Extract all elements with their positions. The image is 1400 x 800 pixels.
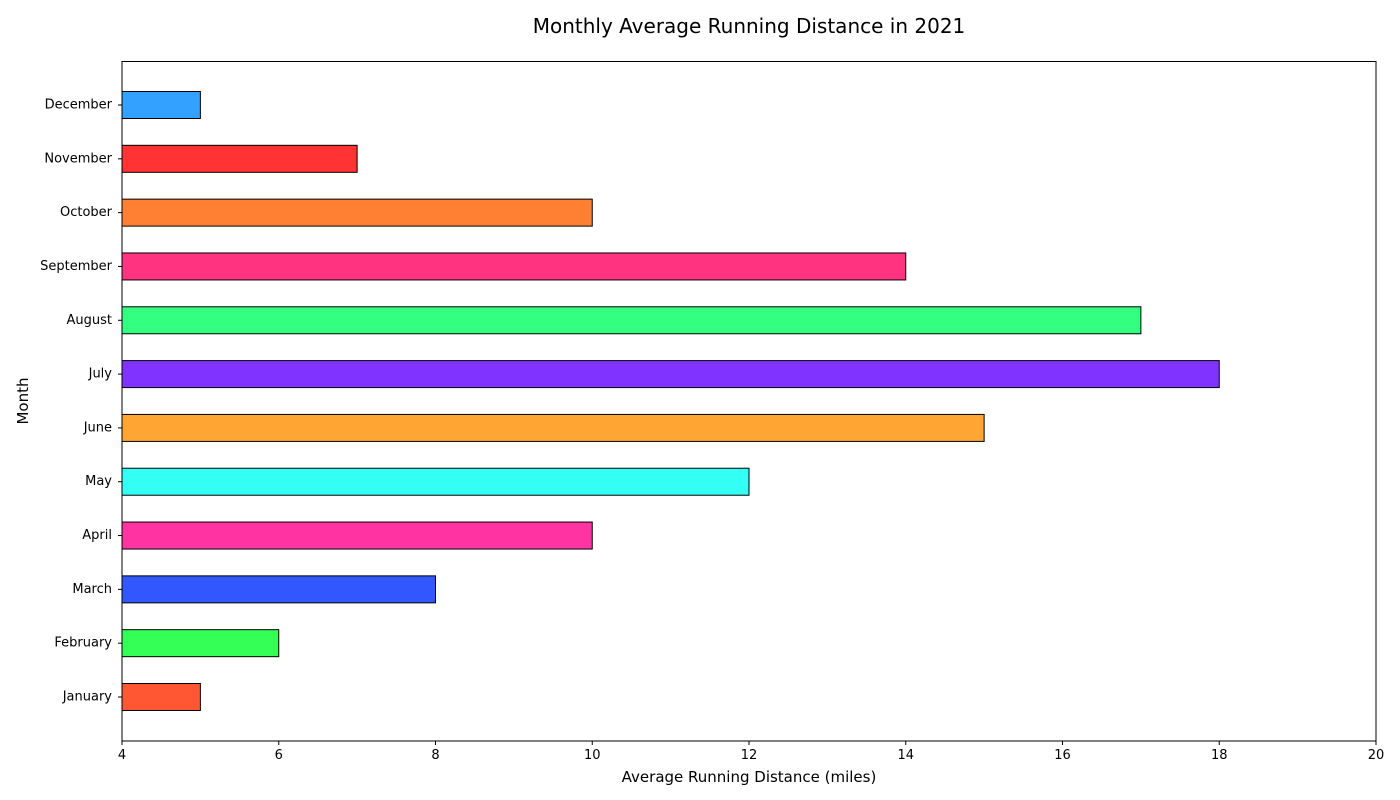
x-tick-label: 4 [118,748,126,763]
x-tick-label: 6 [275,748,283,763]
bar-january [121,683,201,711]
bar-august [121,306,1142,335]
bar-july [121,360,1220,389]
ticks-layer: January February March April May June July Augu… [40,98,1384,764]
y-tick-label: August [67,313,113,328]
y-tick-label: December [45,98,113,113]
x-tick-label: 10 [584,748,601,763]
x-tick-label: 8 [431,748,439,763]
x-tick-label: 12 [741,748,758,763]
bars-layer [121,91,1220,711]
plot-area-frame [121,61,1377,742]
bar-october [121,198,593,227]
y-tick-label: January [62,690,113,705]
bar-november [121,144,358,173]
y-tick-label: February [54,636,112,651]
bar-april [121,521,593,550]
bar-february [121,629,280,658]
y-tick-label: April [82,528,112,543]
bar-september [121,252,907,281]
bar-december [121,91,201,119]
bar-may [121,467,750,496]
bar-march [121,575,436,604]
x-axis-label: Average Running Distance (miles) [622,768,877,786]
y-tick-label: June [83,420,112,435]
y-tick-label: March [72,582,112,597]
y-tick-label: October [60,205,113,220]
y-tick-label: November [44,151,112,166]
x-tick-label: 18 [1211,748,1228,763]
x-tick-label: 20 [1368,748,1385,763]
chart-title: Monthly Average Running Distance in 2021 [533,14,966,38]
y-tick-label: May [85,474,112,489]
y-tick-label: September [40,259,113,274]
x-tick-label: 14 [897,748,914,763]
x-tick-label: 16 [1054,748,1071,763]
bar-june [121,413,985,442]
y-tick-label: July [88,367,113,382]
y-axis-label: Month [14,377,32,424]
